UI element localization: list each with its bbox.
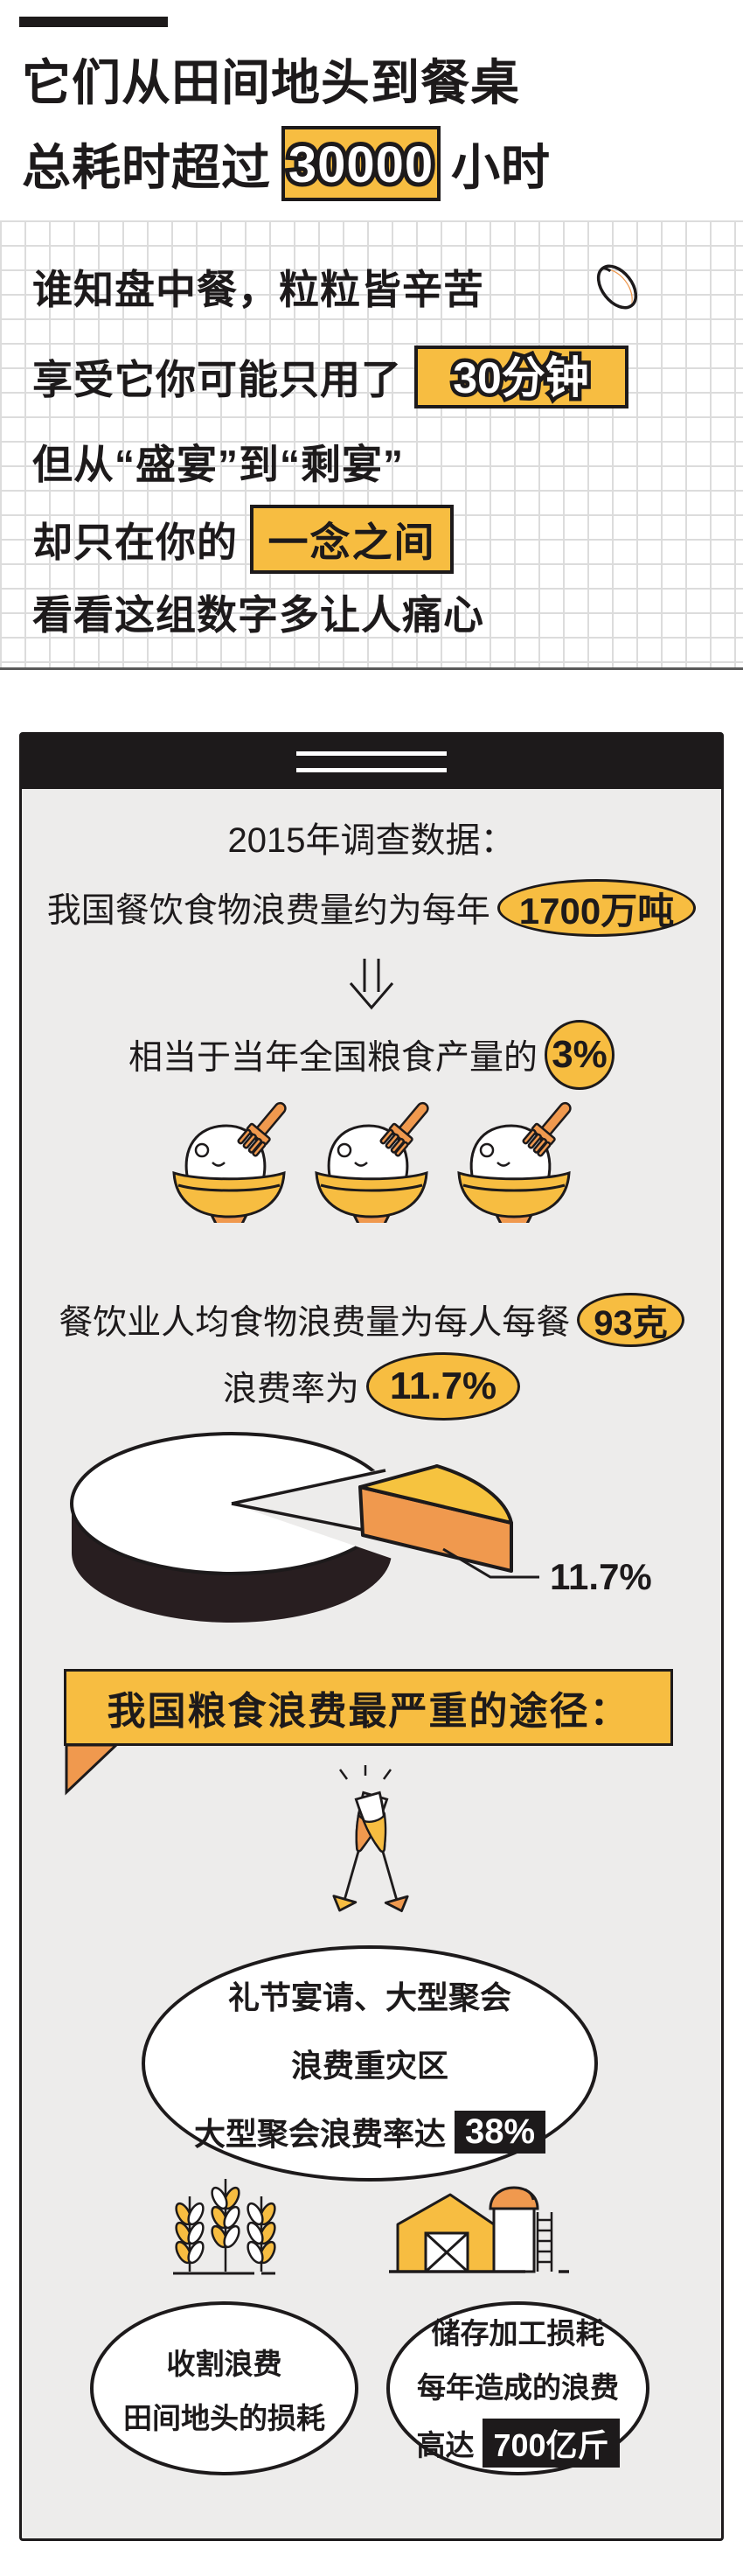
headline-line2-prefix: 总耗时超过 (22, 139, 271, 195)
stat1-text: 我国餐饮食物浪费量约为每年 (46, 892, 490, 930)
survey-title-row: 2015年调查数据： (22, 812, 721, 862)
highlight-box-thought: 一念之间 (250, 505, 454, 574)
storage-line3-prefix: 高达 (416, 2428, 475, 2461)
pie-callout-label: 11.7% (550, 1556, 652, 1597)
banquet-line3-prefix: 大型聚会浪费率达 (193, 2116, 446, 2152)
survey-title: 2015年调查数据： (227, 821, 516, 860)
intro-text-5: 看看这组数字多让人痛心 (32, 592, 484, 638)
headline-line2: 总耗时超过 30000 小时 (22, 126, 551, 201)
value-pill-waste-rate: 11.7% (365, 1352, 521, 1421)
value-pill-3pct: 3% (545, 1020, 615, 1090)
outlined-number: 30分钟 (449, 350, 594, 404)
rice-bowl-icon (306, 1096, 437, 1223)
champagne-glasses-icon (297, 1765, 446, 1927)
headline-highlight-box: 30000 (281, 126, 441, 201)
storage-line2: 每年造成的浪费 (417, 2370, 619, 2404)
chip-700: 700亿斤 (483, 2418, 620, 2468)
storage-line3: 高达 700亿斤 (416, 2418, 620, 2468)
chip-38pct: 38% (454, 2110, 546, 2154)
down-arrow-icon (344, 957, 399, 1013)
stat4-text: 浪费率为 (222, 1371, 359, 1408)
card-header (21, 734, 722, 789)
intro-text-4: 却只在你的 (32, 519, 238, 565)
pie-callout-line (442, 1547, 539, 1579)
intro-line-2: 享受它你可能只用了 30分钟 (32, 346, 628, 408)
banquet-line2: 浪费重灾区 (290, 2048, 448, 2084)
harvest-line2: 田间地头的损耗 (123, 2401, 325, 2434)
intro-text-2: 享受它你可能只用了 (32, 357, 402, 402)
grid-intro-section: 谁知盘中餐，粒粒皆辛苦 享受它你可能只用了 30分钟 但从“盛宴”到“剩宴” (0, 220, 743, 670)
stat-row-annual-waste: 我国餐饮食物浪费量约为每年 1700万吨 (22, 879, 721, 937)
intro-text-3: 但从“盛宴”到“剩宴” (32, 442, 404, 487)
pie-slice (358, 1463, 513, 1573)
rice-bowls-row (22, 1096, 721, 1223)
intro-highlight-30min: 30分钟 (453, 353, 589, 402)
harvest-line1: 收割浪费 (166, 2347, 282, 2380)
wheat-icon (169, 2168, 282, 2282)
stat-row-waste-rate: 浪费率为 11.7% (22, 1352, 721, 1421)
banner: 我国粮食浪费最严重的途径： (64, 1669, 673, 1746)
rice-bowl-icon (448, 1096, 580, 1223)
banquet-line1: 礼节宴请、大型聚会 (227, 1979, 511, 2015)
outlined-number: 30000 (285, 132, 437, 198)
highlight-box-30min: 30分钟 (414, 346, 628, 408)
intro-text-1: 谁知盘中餐，粒粒皆辛苦 (32, 267, 484, 312)
bubble-banquet: 礼节宴请、大型聚会 浪费重灾区 大型聚会浪费率达 38% (142, 1945, 598, 2182)
rice-bowl-icon (163, 1096, 295, 1223)
stat-row-per-meal: 餐饮业人均食物浪费量为每人每餐 93克 (22, 1293, 721, 1347)
top-accent-bar (19, 17, 168, 27)
headline-line1: 它们从田间地头到餐桌 (22, 55, 520, 110)
banner-fold (64, 1743, 120, 1796)
menu-lines-icon (296, 750, 447, 772)
headline: 它们从田间地头到餐桌 总耗时超过 30000 小时 (22, 51, 551, 201)
pie-chart: 11.7% (39, 1428, 704, 1630)
stat3-text: 餐饮业人均食物浪费量为每人每餐 (59, 1304, 571, 1342)
value-pill-1700: 1700万吨 (496, 879, 697, 937)
intro-line-1: 谁知盘中餐，粒粒皆辛苦 (32, 255, 484, 318)
intro-line-4: 却只在你的 一念之间 (32, 505, 454, 574)
intro-line-5: 看看这组数字多让人痛心 (32, 586, 484, 639)
storage-line1: 储存加工损耗 (431, 2316, 605, 2349)
headline-line2-suffix: 小时 (451, 139, 551, 195)
bubble-storage: 储存加工损耗 每年造成的浪费 高达 700亿斤 (386, 2301, 649, 2475)
rice-grain-icon (580, 250, 654, 324)
stat-row-grain-share: 相当于当年全国粮食产量的 3% (22, 1020, 721, 1090)
stats-card: 2015年调查数据： 我国餐饮食物浪费量约为每年 1700万吨 相当于当年全国粮… (19, 732, 724, 2541)
value-pill-93g: 93克 (577, 1293, 684, 1347)
bubble-harvest: 收割浪费 田间地头的损耗 (90, 2301, 358, 2475)
banner-title: 我国粮食浪费最严重的途径： (107, 1690, 630, 1733)
barn-silo-icon (387, 2168, 573, 2280)
banquet-line3: 大型聚会浪费率达 38% (193, 2109, 546, 2154)
intro-line-3: 但从“盛宴”到“剩宴” (32, 436, 404, 488)
stat2-text: 相当于当年全国粮食产量的 (128, 1039, 538, 1077)
headline-highlight-value: 30000 (288, 136, 434, 193)
